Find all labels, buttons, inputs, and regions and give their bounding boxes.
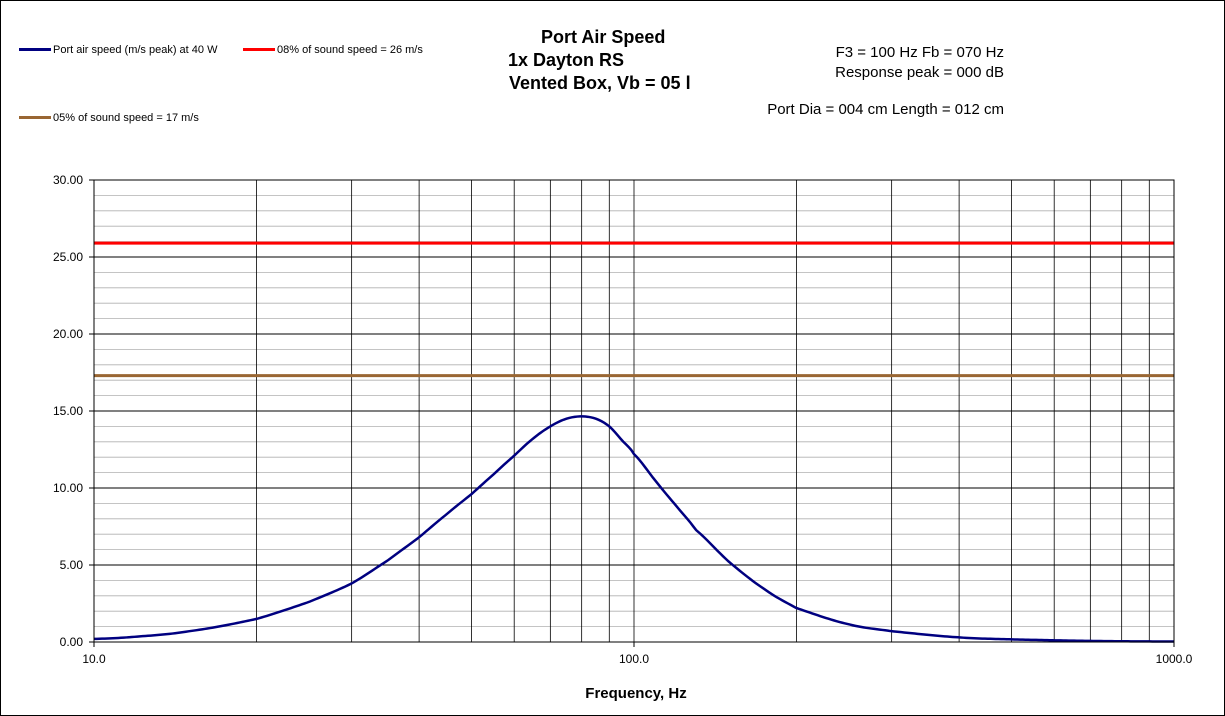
y-tick-label: 20.00 [53, 327, 83, 341]
series-line-0 [93, 415, 1175, 643]
y-tick-label: 10.00 [53, 481, 83, 495]
legend-swatch-05-percent [19, 115, 51, 119]
legend-entry-08-percent: 08% of sound speed = 26 m/s [243, 44, 423, 56]
tick-labels: 0.00 5.00 10.00 15.00 20.00 25.00 30.00 10.0 100… [53, 173, 1193, 666]
y-tick-label: 25.00 [53, 250, 83, 264]
legend-entry-port-air-speed: Port air speed (m/s peak) at 40 W [19, 44, 217, 56]
legend-label: 08% of sound speed = 26 m/s [277, 44, 423, 56]
grid-lines [93, 179, 1175, 643]
chart-title-line-2: 1x Dayton RS [508, 50, 625, 70]
series-lines [93, 241, 1175, 643]
legend-label: 05% of sound speed = 17 m/s [53, 112, 199, 124]
x-axis-title: Frequency, Hz [585, 685, 686, 702]
info-f3-fb: F3 = 100 Hz Fb = 070 Hz [835, 44, 1004, 61]
legend-label: Port air speed (m/s peak) at 40 W [53, 44, 218, 56]
info-port-dimensions: Port Dia = 004 cm Length = 012 cm [767, 101, 1004, 118]
y-tick-label: 0.00 [60, 635, 84, 649]
legend-entry-05-percent: 05% of sound speed = 17 m/s [19, 112, 199, 124]
y-tick-label: 5.00 [60, 558, 84, 572]
x-tick-label: 10.0 [82, 652, 106, 666]
legend-swatch-08-percent [243, 47, 275, 51]
info-response-peak: Response peak = 000 dB [835, 64, 1004, 81]
x-tick-label: 1000.0 [1156, 652, 1193, 666]
chart-title-line-3: Vented Box, Vb = 05 l [509, 73, 691, 93]
x-tick-label: 100.0 [619, 652, 649, 666]
y-tick-label: 15.00 [53, 404, 83, 418]
legend-swatch-port-air-speed [19, 47, 51, 51]
y-tick-label: 30.00 [53, 173, 83, 187]
chart-title-line-1: Port Air Speed [541, 27, 666, 47]
